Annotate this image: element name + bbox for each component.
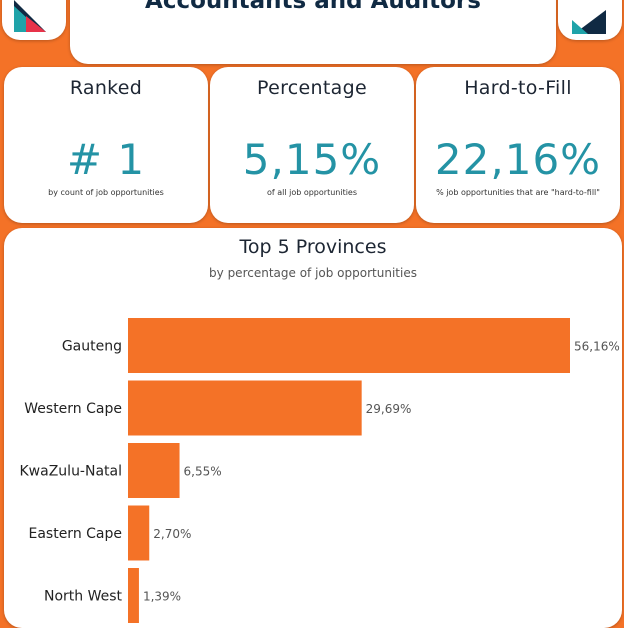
value-label: 2,70% — [153, 527, 191, 541]
bar-western-cape — [128, 380, 362, 436]
chart-subtitle: by percentage of job opportunities — [209, 266, 417, 280]
stat-card-hard-to-fill: Hard-to-Fill 22,16% % job opportunities … — [416, 67, 620, 223]
category-label: Eastern Cape — [28, 526, 122, 542]
logo-icon — [572, 10, 606, 34]
category-label: KwaZulu-Natal — [20, 464, 123, 480]
stat-value: # 1 — [66, 135, 146, 184]
page-title: Accountants and Auditors — [145, 0, 481, 14]
stat-subtitle: % job opportunities that are "hard-to-fi… — [436, 188, 600, 197]
stat-value: 22,16% — [434, 135, 602, 184]
logo-icon — [14, 0, 46, 32]
value-label: 1,39% — [143, 590, 181, 604]
category-label: Western Cape — [24, 401, 122, 417]
stat-subtitle: by count of job opportunities — [48, 188, 164, 197]
stat-label: Ranked — [69, 77, 143, 99]
chart-title: Top 5 Provinces — [239, 236, 387, 258]
chart-card: Top 5 Provinces by percentage of job opp… — [4, 228, 622, 628]
category-label: North West — [44, 589, 123, 605]
stat-value: 5,15% — [242, 135, 382, 184]
logo-card-left — [2, 0, 66, 40]
bar-gauteng — [128, 318, 570, 373]
stat-label: Percentage — [257, 77, 367, 99]
bar-chart: Gauteng 56,16% Western Cape 29,69% KwaZulu-N… — [20, 318, 620, 623]
bar-kwazulu-natal — [128, 443, 180, 498]
category-label: Gauteng — [62, 339, 122, 355]
value-label: 56,16% — [574, 340, 620, 354]
stat-card-ranked: Ranked # 1 by count of job opportunities — [4, 67, 208, 223]
bar-north-west — [128, 568, 139, 623]
stat-subtitle: of all job opportunities — [266, 188, 358, 197]
value-label: 29,69% — [366, 402, 412, 416]
value-label: 6,55% — [184, 465, 222, 479]
logo-card-right — [558, 0, 622, 40]
stat-card-percentage: Percentage 5,15% of all job opportunitie… — [210, 67, 414, 223]
bar-eastern-cape — [128, 505, 150, 561]
title-card: Accountants and Auditors — [70, 0, 556, 64]
stat-label: Hard-to-Fill — [464, 77, 572, 99]
